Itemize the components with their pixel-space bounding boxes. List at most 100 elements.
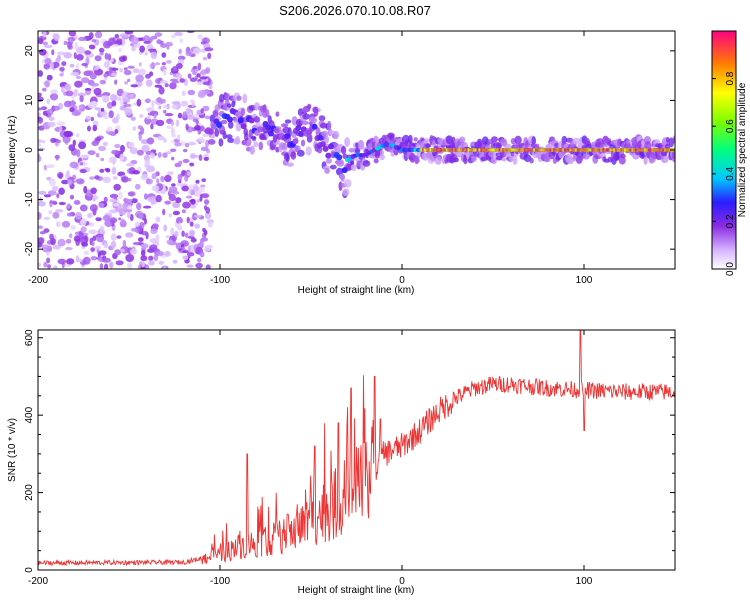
track-core [467,148,470,152]
noise-speckle [188,188,192,196]
track-blob [207,128,214,135]
noise-speckle [156,178,160,184]
noise-speckle [70,99,76,108]
track-haze [477,138,482,143]
track-haze [285,153,290,163]
track-haze [501,157,507,162]
noise-speckle [59,73,64,77]
x-tick-label: -100 [210,275,230,286]
track-haze [280,123,289,128]
track-core [549,148,552,152]
noise-speckle [140,127,145,135]
track-haze [240,107,246,117]
figure-title: S206.2026.070.10.08.R07 [279,3,431,18]
noise-speckle [194,124,201,131]
x-tick-label: 0 [399,576,405,587]
track-blob [322,145,329,152]
noise-speckle [165,125,174,129]
track-core [553,148,556,152]
noise-speckle [124,81,129,85]
noise-speckle [50,238,56,246]
noise-speckle [76,62,80,71]
y-tick-label: 600 [24,329,35,346]
track-haze [324,167,330,174]
noise-speckle [170,227,175,235]
noise-speckle [99,168,105,173]
track-haze [329,164,337,170]
noise-speckle [182,111,187,118]
noise-speckle [186,171,191,176]
track-core [573,148,576,152]
track-haze [354,147,361,154]
noise-speckle [103,196,108,203]
noise-speckle [58,187,65,195]
noise-speckle [163,224,167,232]
track-core [438,148,441,152]
noise-speckle [134,221,141,227]
noise-speckle [204,47,214,52]
track-haze [324,135,329,144]
track-blob [227,116,233,123]
colorbar-tick-label: 0.4 [725,166,736,180]
noise-speckle [186,264,194,268]
noise-speckle [161,62,166,66]
noise-speckle [69,233,73,239]
track-core [462,148,465,152]
track-core [662,148,665,152]
noise-speckle [151,185,160,192]
noise-speckle [182,158,190,164]
noise-speckle [47,190,57,196]
track-haze [668,137,675,148]
noise-speckle [182,255,189,261]
noise-speckle [114,129,119,134]
noise-speckle [107,53,112,61]
noise-speckle [168,186,178,193]
noise-speckle [136,98,142,107]
track-haze [281,142,288,151]
track-core [582,148,585,152]
noise-speckle [130,84,139,88]
noise-speckle [44,44,53,49]
noise-speckle [172,201,181,209]
track-core [451,148,454,152]
track-core [656,148,659,152]
track-core [531,148,534,152]
noise-speckle [188,141,197,146]
track-haze [207,139,216,145]
noise-speckle [135,183,141,190]
noise-speckle [181,90,186,97]
noise-speckle [136,149,144,156]
noise-speckle [48,210,53,215]
noise-speckle [42,139,46,144]
noise-speckle [43,194,52,198]
track-core [436,148,439,152]
noise-speckle [38,96,44,102]
spectrogram-x-axis: -200 -100 0 100 [28,31,593,286]
noise-speckle [57,172,64,179]
track-haze [663,156,669,163]
noise-speckle [119,99,124,106]
track-haze [320,122,328,129]
x-tick-label: 100 [576,576,593,587]
noise-speckle [113,203,119,207]
noise-speckle [108,131,115,136]
noise-speckle [198,154,203,162]
track-core [633,148,636,152]
track-core [485,148,488,152]
track-core [594,148,598,152]
track-core [565,148,568,152]
colorbar-tick-label: 0.8 [725,71,736,85]
track-core [547,148,550,152]
noise-speckle [47,121,56,128]
noise-speckle [164,113,174,117]
noise-speckle [175,119,180,127]
track-haze [327,120,332,131]
noise-speckle [102,95,110,103]
noise-speckle [190,198,196,205]
noise-speckle [120,144,125,153]
noise-speckle [164,83,169,88]
track-haze [242,93,248,104]
noise-speckle [48,178,56,187]
track-core [480,148,483,152]
track-haze [275,146,280,153]
